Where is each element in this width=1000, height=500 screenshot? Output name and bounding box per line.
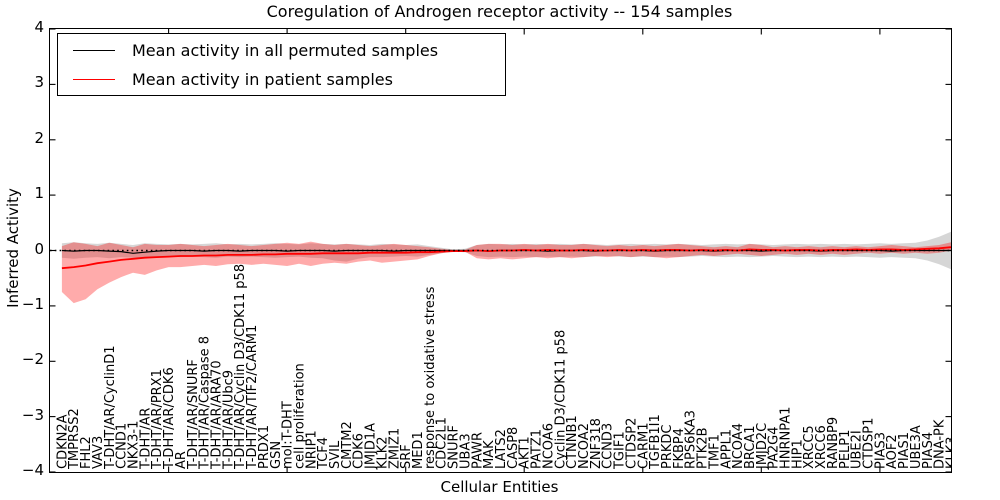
x-tick-label: TGFB1I1 (648, 414, 663, 470)
x-tick-label: CDC2L1 (435, 417, 450, 469)
x-tick-label: T-DHT/AR/Cyclin D3/CDK11 p58 (233, 264, 248, 470)
x-tick-label: mol:T-DHT (281, 401, 296, 469)
plot-area: CDKN2A TMPRSS2 FHL2 VAV3 T-DHT/AR/CyclinD1 CC… (49, 28, 952, 473)
legend-item-patient: Mean activity in patient samples (58, 69, 505, 89)
x-tick-label: AOF2 (885, 434, 900, 469)
x-tick-label: NCOA4 (731, 423, 746, 469)
legend-label-permuted: Mean activity in all permuted samples (132, 40, 439, 60)
x-tick-label: XRCC6 (814, 425, 829, 469)
x-tick-label: AKT1 (518, 436, 533, 469)
y-tick-label: −4 (21, 461, 44, 480)
x-tick-label: PIAS1 (897, 432, 912, 469)
y-tick-label: 4 (34, 18, 44, 37)
x-tick-label: PRDX1 (257, 425, 272, 469)
x-tick-label: TMPRSS2 (67, 408, 82, 470)
x-tick-label: NCOA2 (577, 423, 592, 469)
x-tick-label: UBE3A (909, 425, 924, 469)
x-tick-label: HIP1 (790, 439, 805, 469)
x-axis-label: Cellular Entities (440, 478, 559, 496)
x-tick-label: PRKDC (660, 425, 675, 469)
x-tick-label: T-DHT/AR/Ubc9 (221, 370, 236, 470)
x-tick-label: NRIP1 (304, 430, 319, 469)
x-tick-label: KLK3 (945, 436, 952, 469)
x-tick-label: MED1 (411, 431, 426, 469)
x-tick-label: PATZ1 (530, 429, 545, 469)
x-tick-label: T-DHT/AR/ARA70 (210, 360, 225, 470)
x-tick-label: SNURF (447, 425, 462, 469)
x-tick-label: T-DHT/AR/Caspase 8 (198, 336, 213, 470)
y-tick-label: −2 (21, 350, 44, 369)
x-tick-label: BRCA1 (743, 425, 758, 469)
y-tick-label: 2 (34, 128, 44, 147)
legend-label-patient: Mean activity in patient samples (132, 69, 393, 89)
x-tick-label: PELP1 (838, 430, 853, 469)
x-tick-label: CDK6 (352, 433, 367, 469)
x-tick-label: CDKN2A (55, 414, 70, 469)
x-tick-label: T-DHT/AR/PRX1 (150, 369, 165, 470)
x-tick-label: SVIL (328, 440, 343, 469)
x-tick-label: T-DHT/AR/SNURF (186, 359, 201, 470)
x-tick-label: PTK2B (696, 428, 711, 470)
x-tick-label: ZNF318 (589, 418, 604, 469)
x-tick-label: PIAS3 (873, 432, 888, 469)
x-tick-label: SRF (399, 444, 414, 469)
x-tick-label: MAK (482, 440, 497, 469)
x-tick-label: PA2G4 (767, 426, 782, 469)
x-tick-label: cell proliferation (293, 363, 308, 469)
chart-canvas: CDKN2ATMPRSS2FHL2VAV3T-DHT/AR/CyclinD1CC… (50, 29, 951, 472)
x-tick-label: ZMIZ1 (387, 428, 402, 469)
x-tick-label: APPL1 (719, 429, 734, 469)
x-tick-label: TCF4 (316, 437, 331, 470)
x-tick-label: UBE2I (850, 430, 865, 469)
x-tick-label: RANBP9 (826, 417, 841, 469)
x-tick-label: FKBP4 (672, 428, 687, 469)
x-tick-label: LATS2 (494, 429, 509, 469)
x-tick-label: CCND3 (601, 423, 616, 469)
patient-std-band (61, 241, 951, 304)
x-tick-label: response to oxidative stress (423, 286, 438, 469)
y-tick-label: −3 (21, 405, 44, 424)
x-tick-label: UBA3 (458, 433, 473, 469)
y-tick-label: −1 (21, 295, 44, 314)
x-tick-label: T-DHT/AR/TIF2/CARM1 (245, 325, 260, 470)
y-tick-label: 0 (34, 239, 44, 258)
x-tick-label: GSN (269, 441, 284, 469)
x-tick-label: CTNNB1 (565, 415, 580, 469)
x-tick-label: NKX3-1 (127, 421, 142, 469)
x-tick-label: T-DHT/AR (138, 408, 153, 470)
y-tick-label: 3 (34, 73, 44, 92)
legend-line-red-icon (73, 78, 115, 80)
x-tick-label: CMTM2 (340, 421, 355, 469)
legend-item-permuted: Mean activity in all permuted samples (58, 40, 505, 60)
x-tick-label: Cyclin D3/CDK11 p58 (553, 330, 568, 469)
x-tick-label: T-DHT/AR/CDK6 (162, 367, 177, 470)
x-tick-label: TGIF1 (613, 431, 628, 470)
x-tick-label: CASP8 (506, 427, 521, 469)
x-tick-label: NCOA6 (541, 423, 556, 469)
x-tick-label: HNRNPA1 (779, 407, 794, 469)
x-tick-label: DNA-PK (933, 419, 948, 469)
x-tick-label: CTDSP2 (624, 418, 639, 469)
x-tick-label: JMJD2C (755, 423, 770, 470)
x-tick-label: AR (174, 451, 189, 469)
chart-title: Coregulation of Androgen receptor activi… (266, 2, 733, 21)
x-tick-label: PIAS4 (921, 432, 936, 469)
x-tick-label: FHL2 (79, 436, 94, 469)
x-tick-label: JMJD1A (364, 423, 379, 470)
y-tick-label: 1 (34, 184, 44, 203)
x-tick-label: CTDSP1 (862, 418, 877, 469)
x-tick-label: TMF1 (707, 434, 722, 470)
x-tick-label: PAWR (470, 432, 485, 469)
x-tick-label: T-DHT/AR/CyclinD1 (103, 345, 118, 470)
x-tick-label: VAV3 (91, 436, 106, 469)
legend-line-black-icon (73, 49, 115, 51)
x-tick-label: XRCC5 (802, 425, 817, 469)
x-tick-label: RPS6KA3 (684, 410, 699, 469)
x-tick-label: KLK2 (375, 436, 390, 469)
x-tick-label: CCND1 (115, 423, 130, 469)
x-tick-label: CARM1 (636, 423, 651, 470)
legend: Mean activity in all permuted samples Me… (57, 33, 506, 96)
